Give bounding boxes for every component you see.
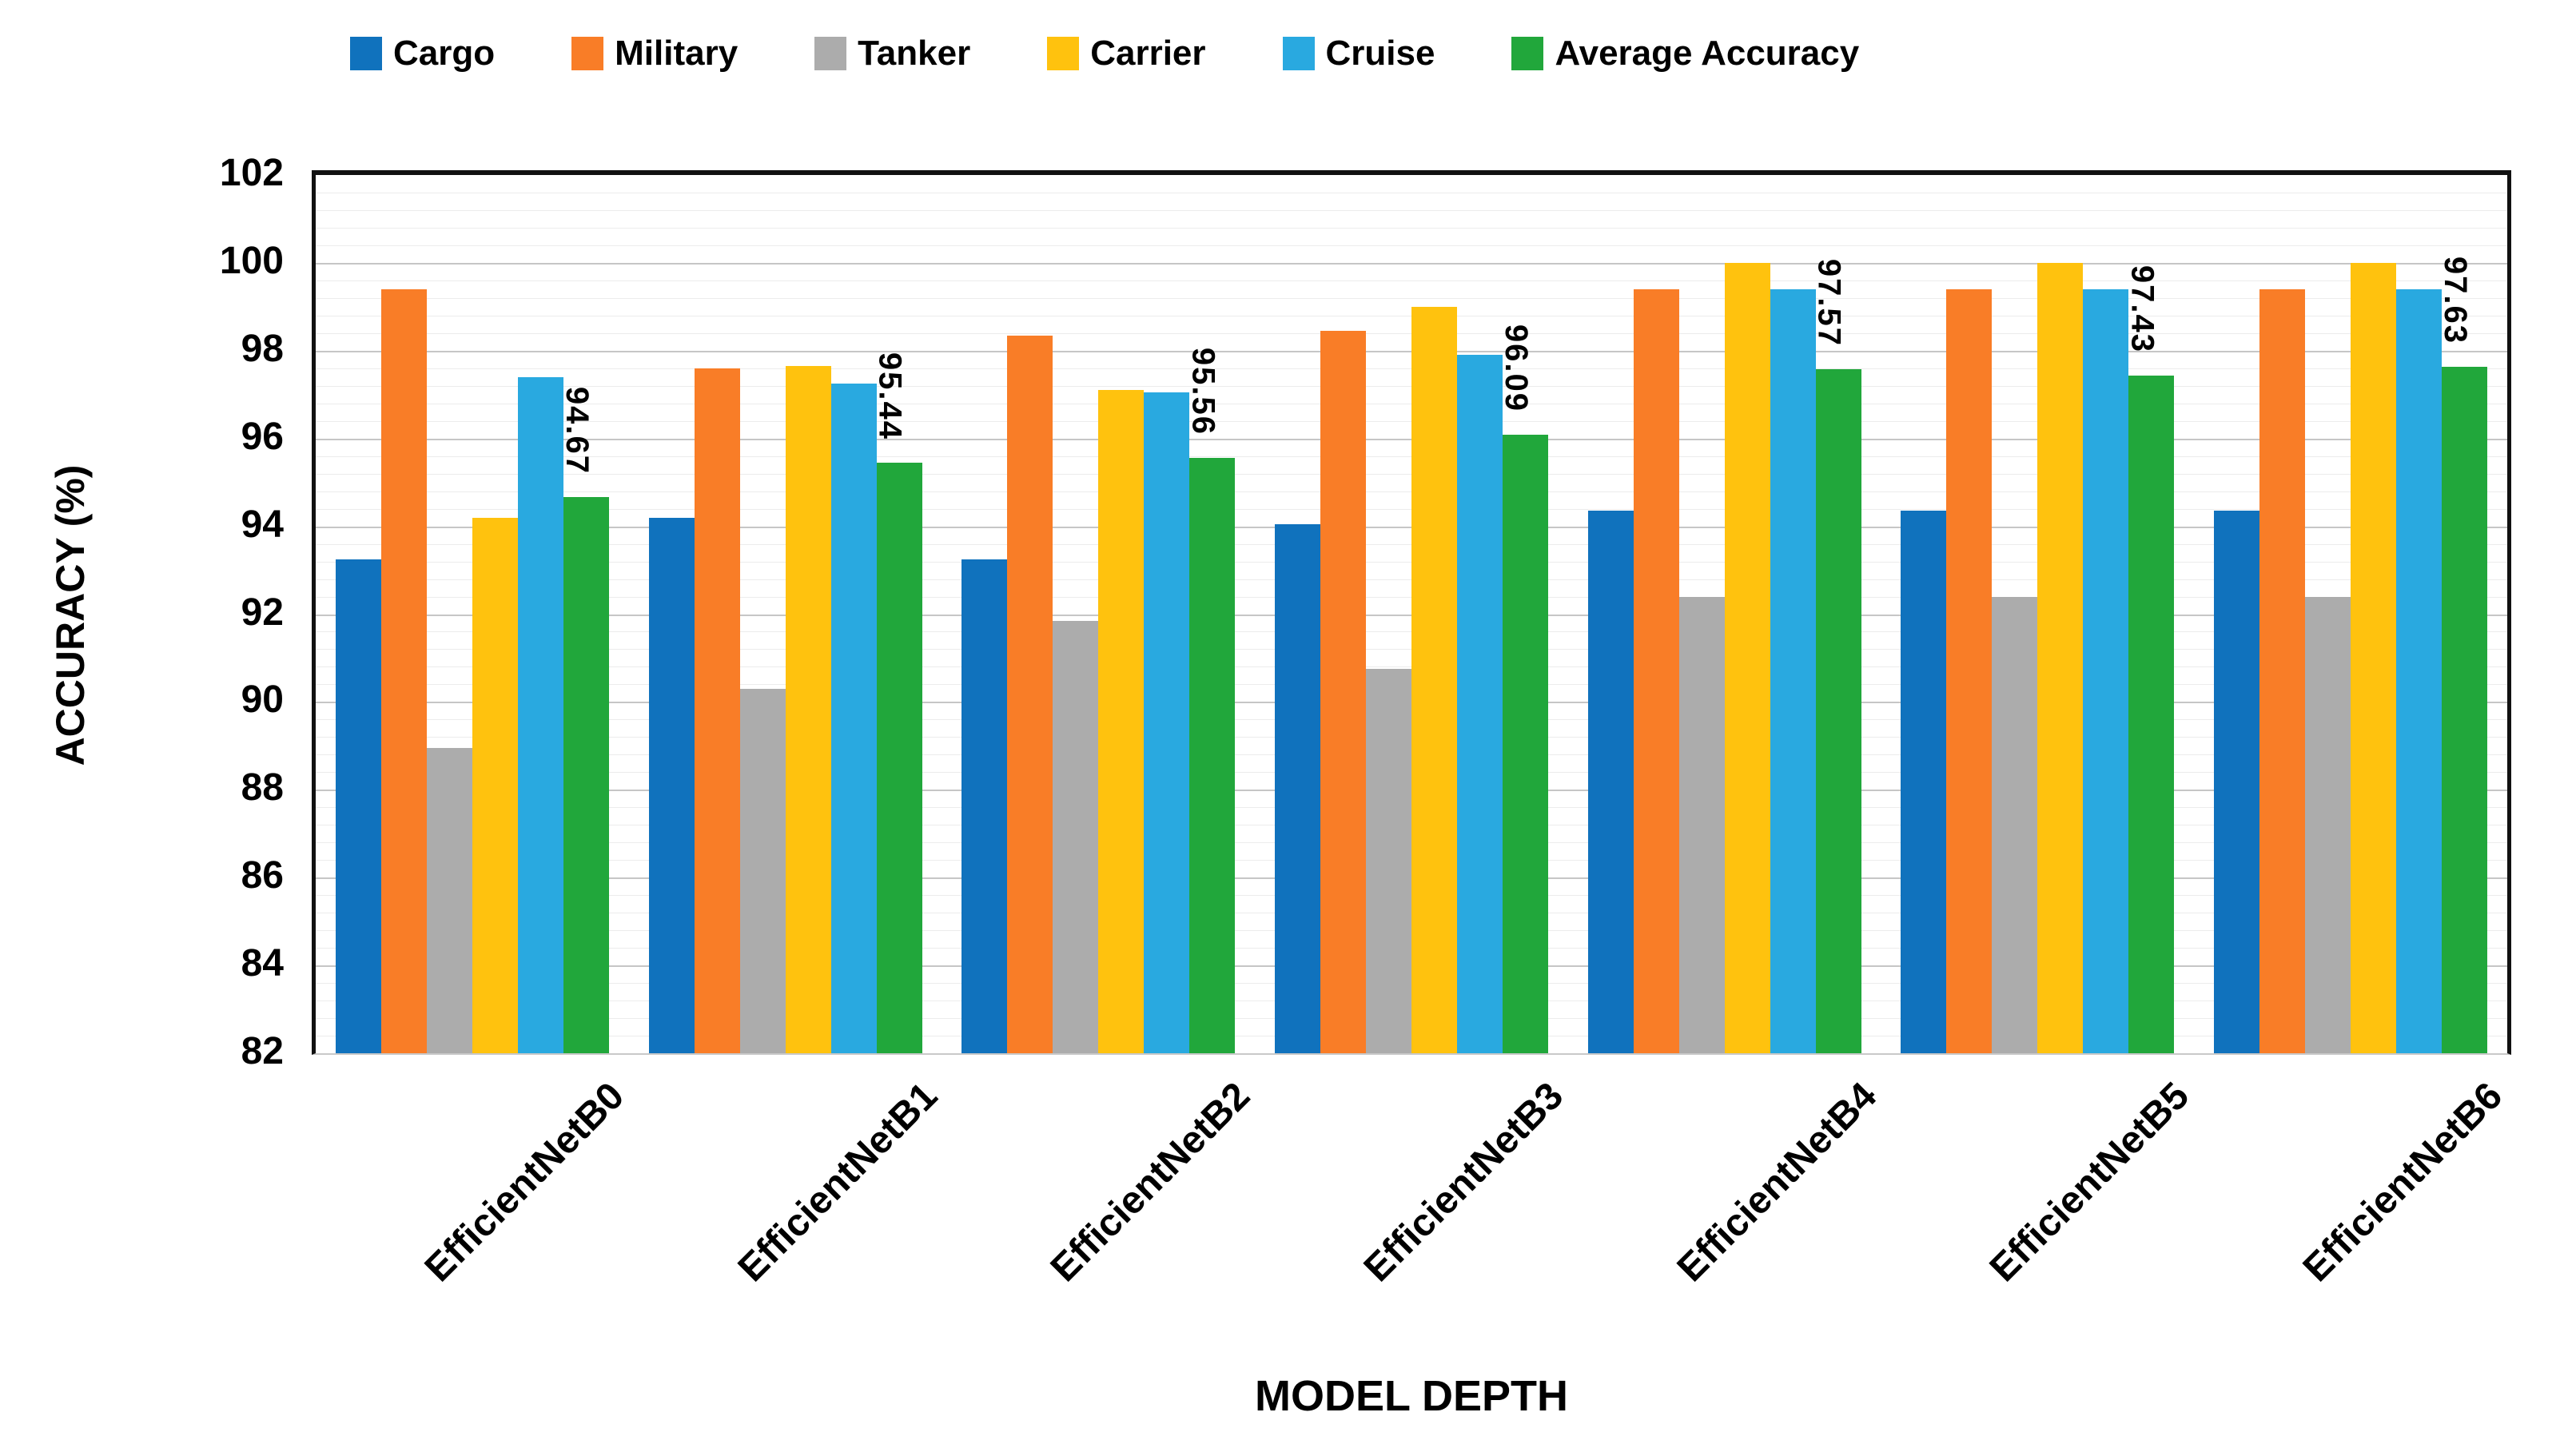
bar-carrier-EfficientNetB6 bbox=[2351, 262, 2397, 1053]
x-category-label-efficientnetb4: EfficientNetB4 bbox=[1669, 1074, 1885, 1291]
bar-cargo-EfficientNetB1 bbox=[648, 517, 695, 1053]
bar-carrier-EfficientNetB0 bbox=[472, 517, 518, 1053]
y-tick-label: 82 bbox=[241, 1030, 284, 1072]
y-tick-label: 94 bbox=[241, 503, 284, 546]
y-tick-label: 98 bbox=[241, 327, 284, 370]
bar-cargo-EfficientNetB2 bbox=[961, 559, 1008, 1053]
bar-military-EfficientNetB2 bbox=[1007, 335, 1053, 1053]
bar-military-EfficientNetB5 bbox=[1946, 288, 1993, 1053]
legend-label: Military bbox=[615, 34, 739, 73]
major-gridline bbox=[316, 262, 2507, 265]
x-category-label-efficientnetb3: EfficientNetB3 bbox=[1356, 1074, 1572, 1291]
bar-average-accuracy-EfficientNetB4 bbox=[1815, 369, 1861, 1053]
bar-average-accuracy-EfficientNetB1 bbox=[876, 463, 922, 1053]
avg-accuracy-data-label: 97.43 bbox=[2124, 265, 2160, 354]
x-category-label-efficientnetb5: EfficientNetB5 bbox=[1982, 1074, 2198, 1291]
avg-accuracy-data-label: 96.09 bbox=[1499, 324, 1534, 412]
y-tick-label: 90 bbox=[241, 678, 284, 722]
legend-item-military: Military bbox=[571, 34, 738, 74]
bar-tanker-EfficientNetB6 bbox=[2305, 596, 2351, 1053]
minor-gridline bbox=[316, 209, 2507, 211]
bar-tanker-EfficientNetB4 bbox=[1678, 596, 1725, 1053]
legend-swatch-icon bbox=[1282, 37, 1315, 70]
bar-tanker-EfficientNetB0 bbox=[426, 748, 472, 1053]
plot-area: 94.67 95.44 95.56 96.09 97.57 97.43 97.63 bbox=[312, 170, 2511, 1055]
legend-item-cargo: Cargo bbox=[350, 34, 495, 74]
bar-average-accuracy-EfficientNetB0 bbox=[563, 496, 609, 1053]
bar-carrier-EfficientNetB2 bbox=[1098, 390, 1145, 1053]
bar-cargo-EfficientNetB4 bbox=[1587, 511, 1634, 1053]
x-category-label-efficientnetb6: EfficientNetB6 bbox=[2295, 1074, 2511, 1291]
bar-cruise-EfficientNetB1 bbox=[830, 384, 877, 1053]
legend-label: Cargo bbox=[393, 34, 496, 73]
bar-cruise-EfficientNetB3 bbox=[1457, 355, 1503, 1053]
x-category-label-efficientnetb2: EfficientNetB2 bbox=[1043, 1074, 1259, 1291]
bar-carrier-EfficientNetB3 bbox=[1411, 306, 1457, 1053]
legend-swatch-icon bbox=[571, 37, 604, 70]
minor-gridline bbox=[316, 297, 2507, 299]
legend: Cargo Military Tanker Carrier Cruise Average … bbox=[350, 34, 1859, 74]
bar-tanker-EfficientNetB3 bbox=[1366, 669, 1411, 1053]
bar-cruise-EfficientNetB4 bbox=[1770, 288, 1816, 1053]
y-tick-label: 86 bbox=[241, 854, 284, 897]
legend-item-carrier: Carrier bbox=[1047, 34, 1206, 74]
bar-cargo-EfficientNetB6 bbox=[2214, 511, 2260, 1053]
bar-cargo-EfficientNetB0 bbox=[335, 559, 381, 1053]
legend-swatch-icon bbox=[1047, 37, 1080, 70]
bar-tanker-EfficientNetB1 bbox=[739, 688, 786, 1053]
legend-item-cruise: Cruise bbox=[1282, 34, 1435, 74]
bar-cargo-EfficientNetB3 bbox=[1275, 523, 1320, 1053]
x-category-label-efficientnetb0: EfficientNetB0 bbox=[416, 1074, 633, 1291]
bar-cruise-EfficientNetB6 bbox=[2396, 288, 2443, 1053]
legend-swatch-icon bbox=[1511, 37, 1544, 70]
x-axis-title: MODEL DEPTH bbox=[1254, 1372, 1569, 1420]
y-axis-title: ACCURACY (%) bbox=[48, 464, 93, 766]
legend-label: Cruise bbox=[1325, 34, 1435, 73]
bar-military-EfficientNetB1 bbox=[694, 368, 740, 1053]
avg-accuracy-data-label: 94.67 bbox=[559, 386, 595, 475]
bar-carrier-EfficientNetB4 bbox=[1724, 262, 1770, 1053]
legend-item-average-accuracy: Average Accuracy bbox=[1511, 34, 1859, 74]
legend-label: Average Accuracy bbox=[1555, 34, 1860, 73]
y-tick-label: 96 bbox=[241, 415, 284, 458]
bar-military-EfficientNetB3 bbox=[1320, 331, 1366, 1053]
bar-average-accuracy-EfficientNetB5 bbox=[2128, 376, 2175, 1053]
legend-label: Tanker bbox=[858, 34, 971, 73]
bar-military-EfficientNetB4 bbox=[1633, 288, 1679, 1053]
legend-item-tanker: Tanker bbox=[814, 34, 970, 74]
minor-gridline bbox=[316, 227, 2507, 229]
minor-gridline bbox=[316, 280, 2507, 281]
y-tick-label: 88 bbox=[241, 766, 284, 810]
y-tick-label: 92 bbox=[241, 591, 284, 634]
legend-swatch-icon bbox=[350, 37, 382, 70]
bar-carrier-EfficientNetB5 bbox=[2037, 262, 2084, 1053]
bar-military-EfficientNetB0 bbox=[380, 288, 427, 1053]
x-category-label-efficientnetb1: EfficientNetB1 bbox=[730, 1074, 946, 1291]
y-tick-label: 84 bbox=[241, 942, 284, 985]
legend-swatch-icon bbox=[814, 37, 847, 70]
y-tick-label: 102 bbox=[219, 152, 284, 194]
bar-average-accuracy-EfficientNetB2 bbox=[1189, 457, 1236, 1053]
bar-tanker-EfficientNetB5 bbox=[1992, 596, 2038, 1053]
bar-average-accuracy-EfficientNetB6 bbox=[2442, 367, 2488, 1053]
legend-label: Carrier bbox=[1090, 34, 1206, 73]
bar-cruise-EfficientNetB0 bbox=[517, 376, 563, 1053]
avg-accuracy-data-label: 97.57 bbox=[1811, 259, 1847, 348]
bar-carrier-EfficientNetB1 bbox=[785, 366, 831, 1053]
bar-cargo-EfficientNetB5 bbox=[1901, 511, 1947, 1053]
avg-accuracy-data-label: 97.63 bbox=[2438, 257, 2474, 345]
bar-cruise-EfficientNetB2 bbox=[1144, 392, 1190, 1053]
avg-accuracy-data-label: 95.56 bbox=[1185, 347, 1221, 436]
bar-cruise-EfficientNetB5 bbox=[2083, 288, 2129, 1053]
bar-tanker-EfficientNetB2 bbox=[1053, 620, 1099, 1053]
y-tick-label: 100 bbox=[219, 239, 284, 282]
avg-accuracy-data-label: 95.44 bbox=[872, 352, 908, 441]
bar-military-EfficientNetB6 bbox=[2259, 288, 2306, 1053]
minor-gridline bbox=[316, 245, 2507, 246]
bar-average-accuracy-EfficientNetB3 bbox=[1503, 434, 1548, 1053]
